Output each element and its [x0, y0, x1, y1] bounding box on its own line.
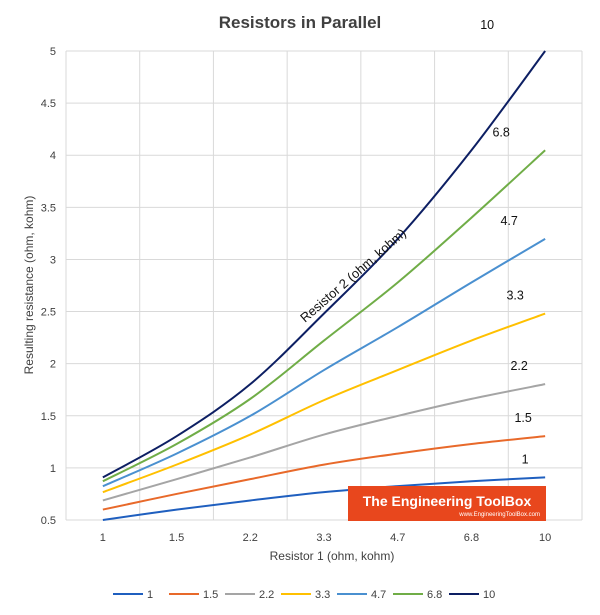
- y-tick-label: 0.5: [41, 515, 56, 527]
- gridlines: [65, 50, 583, 521]
- y-tick-labels: 0.5 1 1.5 2 2.5 3 3.5 4 4.5 5: [41, 46, 56, 527]
- legend-label: 1.5: [203, 589, 218, 601]
- y-tick-label: 2: [50, 359, 56, 371]
- series-end-label: 3.3: [506, 289, 523, 303]
- x-axis-label: Resistor 1 (ohm, kohm): [270, 549, 395, 563]
- series-line-2-2: [102, 383, 546, 502]
- legend-label: 6.8: [427, 589, 442, 601]
- x-tick-label: 3.3: [316, 532, 331, 544]
- x-tick-label: 1.5: [169, 532, 184, 544]
- series-line-1-5: [102, 435, 546, 511]
- series-end-label: 10: [480, 18, 494, 32]
- x-tick-labels: 1 1.5 2.2 3.3 4.7 6.8 10: [100, 532, 551, 544]
- series-line-10: [102, 50, 546, 479]
- series-end-label: 2.2: [510, 359, 527, 373]
- series-end-label: 6.8: [492, 125, 509, 139]
- x-tick-label: 10: [539, 532, 551, 544]
- x-tick-label: 6.8: [464, 532, 479, 544]
- series-lines: [102, 50, 546, 521]
- legend-label: 10: [483, 589, 495, 601]
- x-tick-label: 2.2: [243, 532, 258, 544]
- y-tick-label: 4: [50, 150, 56, 162]
- watermark: The Engineering ToolBox www.EngineeringT…: [348, 486, 546, 521]
- x-tick-label: 1: [100, 532, 106, 544]
- watermark-title: The Engineering ToolBox: [363, 493, 532, 509]
- x-tick-label: 4.7: [390, 532, 405, 544]
- series-line-3-3: [102, 312, 546, 494]
- watermark-background: [348, 486, 546, 521]
- y-tick-label: 3.5: [41, 202, 56, 214]
- legend-label: 4.7: [371, 589, 386, 601]
- series-end-label: 4.7: [500, 214, 517, 228]
- y-tick-label: 3: [50, 254, 56, 266]
- chart-title: Resistors in Parallel: [219, 13, 382, 32]
- y-tick-label: 1: [50, 463, 56, 475]
- y-tick-label: 4.5: [41, 98, 56, 110]
- series-line-4-7: [102, 238, 546, 488]
- legend: 1 1.5 2.2 3.3 4.7 6.8 10: [113, 589, 495, 601]
- series-end-label: 1.5: [514, 411, 531, 425]
- curve-annotation: Resistor 2 (ohm, kohm): [297, 225, 409, 325]
- legend-label: 1: [147, 589, 153, 601]
- series-line-1: [102, 476, 546, 521]
- series-end-labels: 1 1.5 2.2 3.3 4.7 6.8 10: [480, 18, 532, 466]
- watermark-url: www.EngineeringToolBox.com: [458, 512, 540, 518]
- legend-label: 3.3: [315, 589, 330, 601]
- y-tick-label: 1.5: [41, 411, 56, 423]
- legend-label: 2.2: [259, 589, 274, 601]
- y-tick-label: 2.5: [41, 307, 56, 319]
- series-line-6-8: [102, 149, 546, 483]
- y-tick-label: 5: [50, 46, 56, 58]
- y-axis-label: Resulting resistance (ohm, kohm): [22, 196, 36, 375]
- series-end-label: 1: [522, 452, 529, 466]
